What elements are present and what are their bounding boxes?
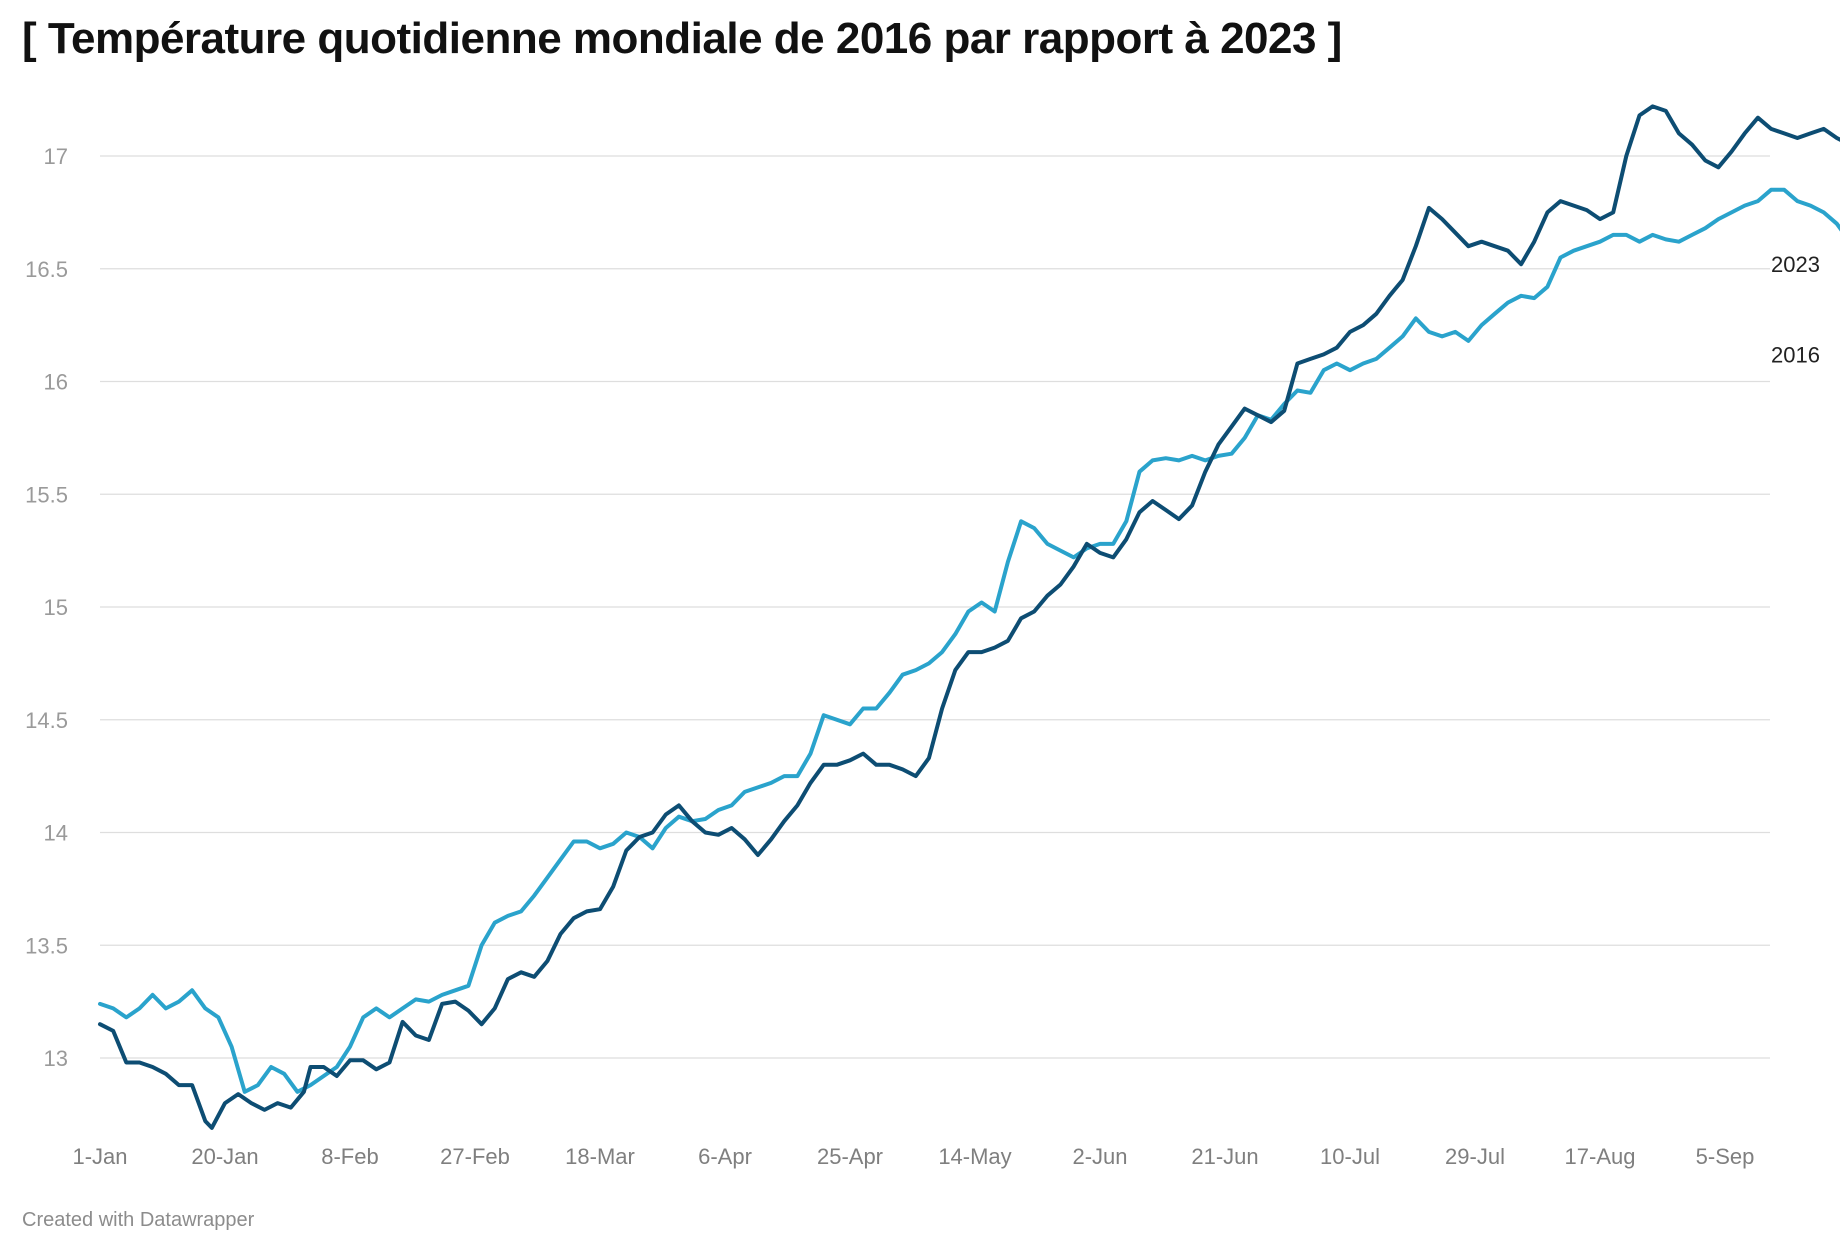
series-lines bbox=[98, 104, 1840, 1130]
footer-credit: Created with Datawrapper bbox=[22, 1209, 255, 1231]
chart-title: [ Température quotidienne mondiale de 20… bbox=[22, 14, 1342, 63]
y-axis-labels: 13 13.5 14 14.5 15 15.5 16 16.5 17 bbox=[25, 144, 68, 1071]
y-tick-label: 15 bbox=[44, 595, 68, 620]
series-line-2023 bbox=[98, 104, 1840, 1130]
y-tick-label: 13.5 bbox=[25, 933, 68, 958]
series-labels: 2023 2016 bbox=[1771, 252, 1820, 367]
x-tick-label: 1-Jan bbox=[72, 1144, 127, 1169]
x-tick-label: 14-May bbox=[938, 1144, 1011, 1169]
series-label-2023: 2023 bbox=[1771, 252, 1820, 277]
x-tick-label: 29-Jul bbox=[1445, 1144, 1505, 1169]
y-tick-label: 14 bbox=[44, 821, 68, 846]
y-tick-label: 13 bbox=[44, 1046, 68, 1071]
y-tick-label: 15.5 bbox=[25, 482, 68, 507]
y-tick-label: 14.5 bbox=[25, 708, 68, 733]
x-tick-label: 5-Sep bbox=[1696, 1144, 1755, 1169]
y-tick-label: 16.5 bbox=[25, 257, 68, 282]
x-tick-label: 21-Jun bbox=[1191, 1144, 1258, 1169]
x-tick-label: 6-Apr bbox=[698, 1144, 752, 1169]
x-tick-label: 10-Jul bbox=[1320, 1144, 1380, 1169]
x-tick-label: 8-Feb bbox=[321, 1144, 378, 1169]
x-tick-label: 2-Jun bbox=[1072, 1144, 1127, 1169]
x-tick-label: 25-Apr bbox=[817, 1144, 883, 1169]
x-tick-label: 17-Aug bbox=[1565, 1144, 1636, 1169]
series-label-2016: 2016 bbox=[1771, 342, 1820, 367]
gridlines bbox=[100, 155, 1770, 1059]
x-axis-labels: 1-Jan 20-Jan 8-Feb 27-Feb 18-Mar 6-Apr 25-Apr 1… bbox=[72, 1144, 1754, 1169]
x-tick-label: 18-Mar bbox=[565, 1144, 635, 1169]
line-chart: 13 13.5 14 14.5 15 15.5 16 16.5 17 1-Jan 20-Jan 8-… bbox=[25, 104, 1840, 1169]
x-tick-label: 20-Jan bbox=[191, 1144, 258, 1169]
x-tick-label: 27-Feb bbox=[440, 1144, 510, 1169]
series-line-2016 bbox=[98, 187, 1840, 1094]
y-tick-label: 17 bbox=[44, 144, 68, 169]
y-tick-label: 16 bbox=[44, 370, 68, 395]
